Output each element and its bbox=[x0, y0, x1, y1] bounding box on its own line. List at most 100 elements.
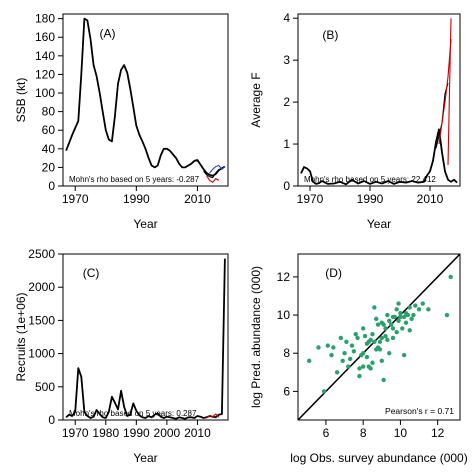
series-line bbox=[206, 413, 220, 419]
data-point bbox=[360, 326, 366, 331]
plot-frame bbox=[297, 13, 461, 187]
x-tick-label: 2010 bbox=[184, 192, 211, 206]
data-point bbox=[392, 314, 398, 320]
x-tick-label: 1990 bbox=[123, 426, 150, 440]
x-tick-label: 1970 bbox=[62, 426, 89, 440]
data-point bbox=[340, 358, 345, 364]
y-axis-label: SSB (kt) bbox=[14, 78, 28, 123]
y-axis-label: Recruits (1e+06) bbox=[14, 292, 28, 381]
y-tick-label: 1 bbox=[283, 137, 290, 151]
data-point bbox=[375, 322, 381, 327]
data-point bbox=[366, 339, 371, 344]
data-point bbox=[379, 335, 384, 341]
y-tick-label: 140 bbox=[35, 49, 55, 63]
data-point bbox=[331, 345, 336, 350]
series-line bbox=[300, 128, 458, 186]
data-point bbox=[409, 316, 414, 322]
panel-label: (D) bbox=[325, 266, 342, 280]
y-tick-label: 2 bbox=[283, 95, 290, 109]
x-tick-label: 1990 bbox=[123, 192, 150, 206]
data-point bbox=[329, 352, 334, 358]
x-tick-label: 2000 bbox=[154, 426, 181, 440]
y-tick-label: 1500 bbox=[28, 313, 55, 327]
mohns-rho-annotation: Mohn's rho based on 5 years: -0.287 bbox=[69, 175, 200, 184]
panel-b: 1970 1990 2010 0 1 2 3 4 Year Average F (B) Mohn's … bbox=[249, 11, 461, 231]
data-point bbox=[368, 366, 373, 371]
x-tick-label: 2010 bbox=[184, 426, 211, 440]
data-point bbox=[346, 364, 351, 369]
mohns-rho-annotation: Mohn's rho based on 5 years: 22.412 bbox=[304, 175, 436, 184]
data-point bbox=[342, 351, 347, 356]
y-tick-label: 8 bbox=[283, 346, 290, 360]
series-line bbox=[65, 258, 226, 420]
panel-d: 6 8 10 12 6 8 10 12 log Obs. survey abundance (0… bbox=[249, 253, 468, 465]
data-point bbox=[381, 377, 386, 383]
data-point bbox=[357, 366, 362, 371]
plot-frame bbox=[62, 13, 229, 187]
data-point bbox=[383, 326, 388, 331]
data-point bbox=[390, 335, 396, 341]
data-point bbox=[448, 274, 453, 280]
y-tick-label: 60 bbox=[42, 123, 56, 137]
data-point bbox=[407, 305, 412, 310]
data-point bbox=[357, 373, 362, 379]
y-tick-label: 0 bbox=[48, 413, 55, 427]
y-tick-label: 2500 bbox=[28, 247, 55, 261]
pearson-annotation: Pearson's r = 0.71 bbox=[385, 406, 454, 416]
data-point bbox=[364, 354, 370, 360]
data-point bbox=[325, 343, 330, 348]
series-line bbox=[203, 168, 220, 179]
data-point bbox=[413, 303, 418, 308]
data-point bbox=[353, 331, 358, 337]
y-tick-label: 500 bbox=[35, 380, 55, 394]
series-line bbox=[447, 18, 452, 166]
plot-area bbox=[298, 254, 460, 420]
y-tick-label: 180 bbox=[35, 12, 55, 26]
data-point bbox=[385, 312, 390, 318]
data-point bbox=[355, 335, 360, 341]
data-point bbox=[379, 320, 384, 325]
data-point bbox=[401, 314, 407, 320]
y-tick-label: 160 bbox=[35, 30, 55, 44]
data-point bbox=[372, 305, 377, 310]
data-point bbox=[394, 330, 399, 335]
x-tick-label: 2010 bbox=[417, 192, 444, 206]
data-point bbox=[398, 310, 403, 316]
mohns-rho-annotation: Mohn's rho based on 5 years: 0.287 bbox=[69, 409, 197, 418]
data-point bbox=[344, 339, 349, 344]
series-line bbox=[206, 175, 220, 183]
y-tick-label: 0 bbox=[48, 179, 55, 193]
data-point bbox=[387, 351, 392, 356]
x-tick-label: 6 bbox=[323, 426, 330, 440]
y-tick-label: 12 bbox=[277, 270, 291, 284]
data-point bbox=[420, 301, 425, 306]
data-point bbox=[444, 312, 450, 318]
y-axis-label: Average F bbox=[249, 72, 263, 127]
y-tick-label: 1000 bbox=[28, 347, 55, 361]
x-tick-label: 10 bbox=[394, 426, 408, 440]
data-point bbox=[411, 312, 416, 318]
data-point bbox=[396, 301, 401, 306]
y-tick-label: 4 bbox=[283, 11, 290, 25]
x-tick-label: 1970 bbox=[297, 192, 324, 206]
plot-area bbox=[300, 18, 458, 186]
x-tick-label: 1970 bbox=[62, 192, 89, 206]
data-point bbox=[401, 352, 407, 358]
x-tick-label: 12 bbox=[431, 426, 445, 440]
x-tick-label: 1980 bbox=[92, 426, 119, 440]
y-tick-label: 80 bbox=[42, 105, 56, 119]
data-point bbox=[416, 307, 422, 312]
y-tick-label: 0 bbox=[283, 179, 290, 193]
x-tick-label: 8 bbox=[360, 426, 367, 440]
panel-a: 1970 1990 2010 0 20 40 60 80 100 120 140 160 180 Year… bbox=[14, 12, 229, 231]
y-tick-label: 20 bbox=[42, 160, 56, 174]
data-point bbox=[405, 312, 411, 318]
data-point bbox=[379, 358, 384, 364]
data-point bbox=[351, 349, 357, 354]
data-point bbox=[362, 333, 368, 339]
y-tick-label: 2000 bbox=[28, 280, 55, 294]
data-point bbox=[400, 326, 405, 331]
one-to-one-line bbox=[298, 254, 460, 420]
x-axis-label: Year bbox=[133, 217, 157, 231]
x-axis-label: Year bbox=[133, 451, 157, 465]
